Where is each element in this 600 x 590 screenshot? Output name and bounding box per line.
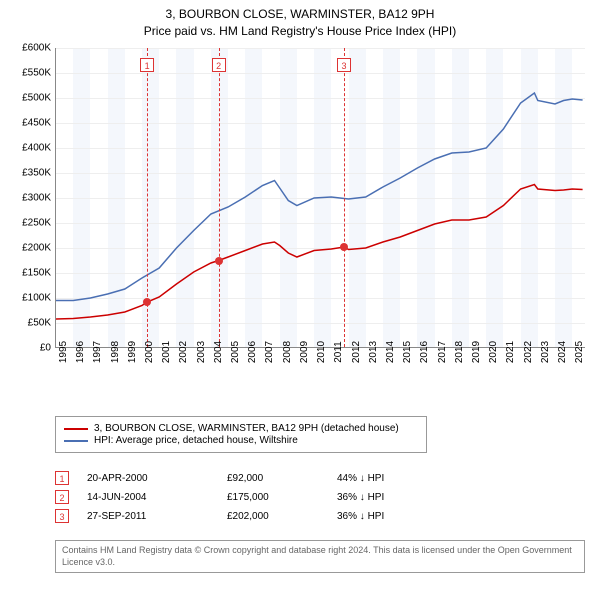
- y-axis-label: £300K: [22, 193, 51, 204]
- x-axis-label: 2022: [523, 341, 534, 363]
- sale-row-3: 3 27-SEP-2011 £202,000 36% ↓ HPI: [55, 509, 545, 523]
- series-property: [56, 185, 583, 320]
- x-axis-label: 1997: [92, 341, 103, 363]
- legend-row-hpi: HPI: Average price, detached house, Wilt…: [64, 435, 418, 446]
- x-axis-label: 2007: [264, 341, 275, 363]
- x-axis-label: 2001: [161, 341, 172, 363]
- sale-dot: [340, 243, 348, 251]
- y-axis-label: £150K: [22, 268, 51, 279]
- sale-date-1: 20-APR-2000: [87, 473, 227, 484]
- legend-swatch-hpi: [64, 440, 88, 442]
- x-axis-label: 2013: [368, 341, 379, 363]
- y-axis-label: £400K: [22, 143, 51, 154]
- x-axis-label: 2000: [144, 341, 155, 363]
- sale-row-1: 1 20-APR-2000 £92,000 44% ↓ HPI: [55, 471, 545, 485]
- sale-marker-1: 1: [55, 471, 69, 485]
- x-axis-label: 2025: [574, 341, 585, 363]
- sales-table: 1 20-APR-2000 £92,000 44% ↓ HPI 2 14-JUN…: [55, 466, 545, 528]
- sale-line: [344, 48, 345, 347]
- x-axis-label: 2018: [454, 341, 465, 363]
- sale-diff-1: 44% ↓ HPI: [337, 473, 457, 484]
- sale-marker-3: 3: [55, 509, 69, 523]
- x-axis-label: 2019: [471, 341, 482, 363]
- y-axis-label: £100K: [22, 293, 51, 304]
- title-block: 3, BOURBON CLOSE, WARMINSTER, BA12 9PH P…: [0, 0, 600, 40]
- legend-row-property: 3, BOURBON CLOSE, WARMINSTER, BA12 9PH (…: [64, 423, 418, 434]
- x-axis-label: 1998: [110, 341, 121, 363]
- line-series-svg: [56, 48, 586, 348]
- x-axis-label: 2009: [299, 341, 310, 363]
- legend-label-property: 3, BOURBON CLOSE, WARMINSTER, BA12 9PH (…: [94, 423, 399, 434]
- y-axis-label: £450K: [22, 118, 51, 129]
- sale-dot: [215, 257, 223, 265]
- plot-region: 1 2 3: [55, 48, 585, 348]
- title-address: 3, BOURBON CLOSE, WARMINSTER, BA12 9PH: [0, 6, 600, 23]
- series-legend: 3, BOURBON CLOSE, WARMINSTER, BA12 9PH (…: [55, 416, 427, 453]
- sale-marker: 3: [337, 58, 351, 72]
- y-axis-label: £350K: [22, 168, 51, 179]
- sale-date-3: 27-SEP-2011: [87, 511, 227, 522]
- x-axis-label: 1996: [75, 341, 86, 363]
- sale-price-1: £92,000: [227, 473, 337, 484]
- y-axis-label: £0: [40, 343, 51, 354]
- sale-line: [219, 48, 220, 347]
- x-axis-label: 2024: [557, 341, 568, 363]
- x-axis-label: 2005: [230, 341, 241, 363]
- sale-dot: [143, 298, 151, 306]
- x-axis-label: 1995: [58, 341, 69, 363]
- title-subtitle: Price paid vs. HM Land Registry's House …: [0, 23, 600, 40]
- sale-diff-3: 36% ↓ HPI: [337, 511, 457, 522]
- y-axis-label: £50K: [28, 318, 51, 329]
- sale-price-3: £202,000: [227, 511, 337, 522]
- sale-diff-2: 36% ↓ HPI: [337, 492, 457, 503]
- sale-row-2: 2 14-JUN-2004 £175,000 36% ↓ HPI: [55, 490, 545, 504]
- sale-price-2: £175,000: [227, 492, 337, 503]
- x-axis-label: 2006: [247, 341, 258, 363]
- series-hpi: [56, 93, 583, 301]
- x-axis-label: 2002: [178, 341, 189, 363]
- sale-marker: 2: [212, 58, 226, 72]
- page-container: 3, BOURBON CLOSE, WARMINSTER, BA12 9PH P…: [0, 0, 600, 590]
- x-axis-label: 2014: [385, 341, 396, 363]
- sale-date-2: 14-JUN-2004: [87, 492, 227, 503]
- attribution-footer: Contains HM Land Registry data © Crown c…: [55, 540, 585, 573]
- x-axis-label: 2008: [282, 341, 293, 363]
- y-axis-label: £500K: [22, 93, 51, 104]
- x-axis-label: 2017: [437, 341, 448, 363]
- x-axis-label: 1999: [127, 341, 138, 363]
- x-axis-label: 2015: [402, 341, 413, 363]
- x-axis-label: 2020: [488, 341, 499, 363]
- x-axis-label: 2012: [351, 341, 362, 363]
- x-axis-label: 2021: [505, 341, 516, 363]
- y-axis-label: £200K: [22, 243, 51, 254]
- x-axis-label: 2004: [213, 341, 224, 363]
- sale-marker: 1: [140, 58, 154, 72]
- y-axis-label: £600K: [22, 43, 51, 54]
- x-axis-label: 2016: [419, 341, 430, 363]
- sale-marker-2: 2: [55, 490, 69, 504]
- x-axis-label: 2003: [196, 341, 207, 363]
- chart-area: 123 £0£50K£100K£150K£200K£250K£300K£350K…: [55, 48, 585, 378]
- x-axis-label: 2011: [333, 341, 344, 363]
- legend-label-hpi: HPI: Average price, detached house, Wilt…: [94, 435, 298, 446]
- x-axis-label: 2023: [540, 341, 551, 363]
- x-axis-label: 2010: [316, 341, 327, 363]
- legend-swatch-property: [64, 428, 88, 430]
- y-axis-label: £250K: [22, 218, 51, 229]
- y-axis-label: £550K: [22, 68, 51, 79]
